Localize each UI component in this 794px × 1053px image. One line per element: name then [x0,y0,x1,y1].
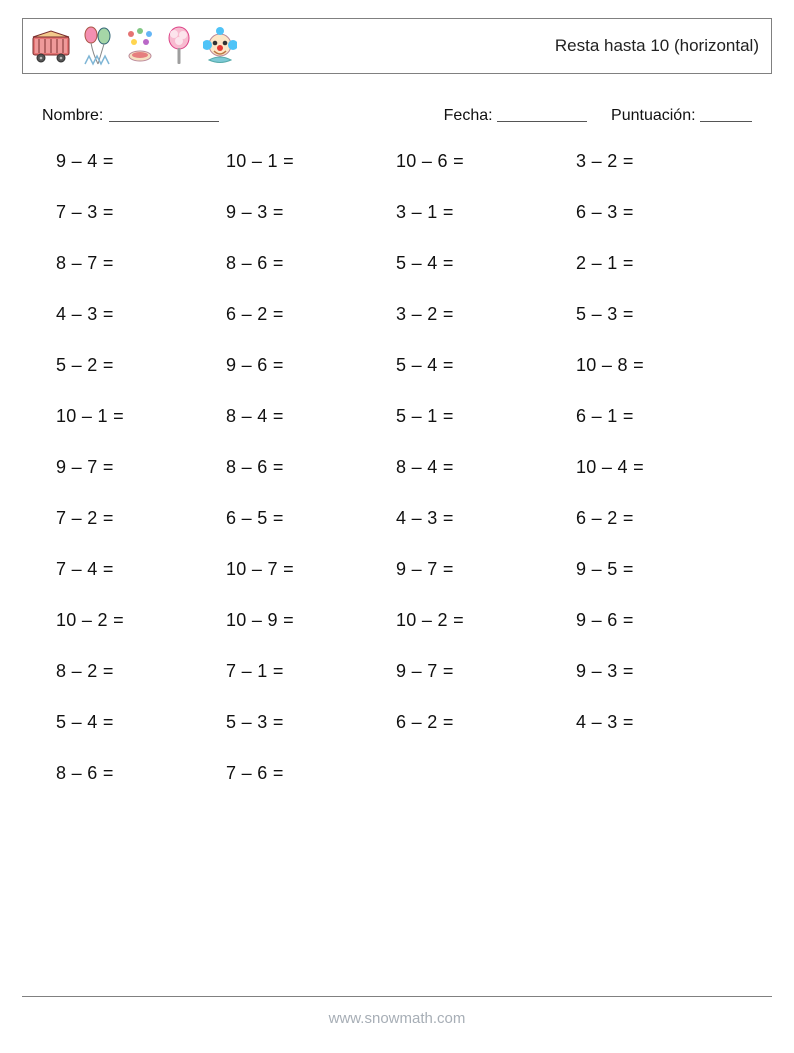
problem-row: 7 – 4 =10 – 7 =9 – 7 =9 – 5 = [56,559,758,580]
problem-cell: 8 – 4 = [396,457,576,478]
problem-cell: 9 – 3 = [576,661,758,682]
score-label: Puntuación: [611,107,696,124]
juggling-icon [125,28,155,64]
problem-cell: 9 – 3 = [226,202,396,223]
problem-cell: 9 – 6 = [576,610,758,631]
problem-cell: 3 – 1 = [396,202,576,223]
clown-icon [203,27,237,65]
problem-cell: 10 – 1 = [56,406,226,427]
footer-rule [22,996,772,997]
problem-cell: 5 – 4 = [56,712,226,733]
problem-cell: 8 – 6 = [226,457,396,478]
problem-cell: 3 – 2 = [576,151,758,172]
problem-row: 9 – 4 =10 – 1 =10 – 6 =3 – 2 = [56,151,758,172]
problem-cell: 5 – 3 = [576,304,758,325]
problem-row: 7 – 2 =6 – 5 =4 – 3 =6 – 2 = [56,508,758,529]
problem-cell: 7 – 1 = [226,661,396,682]
problem-cell: 6 – 3 = [576,202,758,223]
problem-cell: 10 – 7 = [226,559,396,580]
problem-row: 5 – 2 =9 – 6 =5 – 4 =10 – 8 = [56,355,758,376]
problem-cell: 5 – 3 = [226,712,396,733]
problem-cell: 4 – 3 = [56,304,226,325]
problem-cell: 4 – 3 = [396,508,576,529]
problem-cell: 10 – 8 = [576,355,758,376]
problem-cell: 6 – 2 = [226,304,396,325]
name-label: Nombre: [42,107,103,125]
problem-cell: 9 – 7 = [396,559,576,580]
problem-cell: 5 – 2 = [56,355,226,376]
problem-cell: 5 – 4 = [396,355,576,376]
problem-cell: 2 – 1 = [576,253,758,274]
train-icon [31,29,71,63]
footer-link[interactable]: www.snowmath.com [0,1010,794,1027]
problem-cell: 9 – 5 = [576,559,758,580]
problem-cell: 10 – 2 = [56,610,226,631]
problem-cell: 10 – 1 = [226,151,396,172]
date-blank[interactable] [497,104,587,122]
name-blank[interactable] [109,104,219,122]
meta-row: Nombre: Fecha: Puntuación: [42,102,752,125]
problem-cell: 9 – 7 = [56,457,226,478]
problem-cell: 8 – 6 = [56,763,226,784]
problem-cell: 5 – 4 = [396,253,576,274]
problem-row: 8 – 6 =7 – 6 = [56,763,758,784]
worksheet-title: Resta hasta 10 (horizontal) [555,36,759,56]
score-blank[interactable] [700,104,752,122]
problem-cell [396,763,576,784]
problem-cell: 9 – 7 = [396,661,576,682]
problem-row: 7 – 3 =9 – 3 =3 – 1 =6 – 3 = [56,202,758,223]
problem-cell: 10 – 4 = [576,457,758,478]
problem-cell: 3 – 2 = [396,304,576,325]
problem-cell [576,763,758,784]
problem-cell: 10 – 6 = [396,151,576,172]
problem-row: 9 – 7 =8 – 6 =8 – 4 =10 – 4 = [56,457,758,478]
problem-cell: 7 – 2 = [56,508,226,529]
problem-cell: 5 – 1 = [396,406,576,427]
date-label: Fecha: [444,107,493,124]
problem-row: 8 – 7 =8 – 6 =5 – 4 =2 – 1 = [56,253,758,274]
problem-cell: 7 – 4 = [56,559,226,580]
problem-cell: 4 – 3 = [576,712,758,733]
problem-cell: 9 – 4 = [56,151,226,172]
problem-cell: 6 – 2 = [576,508,758,529]
problem-cell: 6 – 1 = [576,406,758,427]
problem-cell: 7 – 6 = [226,763,396,784]
problem-cell: 6 – 5 = [226,508,396,529]
problem-cell: 8 – 6 = [226,253,396,274]
cotton-candy-icon [167,26,191,66]
problem-row: 8 – 2 =7 – 1 =9 – 7 =9 – 3 = [56,661,758,682]
problem-cell: 8 – 4 = [226,406,396,427]
balloons-icon [83,26,113,66]
problem-row: 4 – 3 =6 – 2 =3 – 2 =5 – 3 = [56,304,758,325]
problem-cell: 8 – 2 = [56,661,226,682]
problem-row: 5 – 4 =5 – 3 =6 – 2 =4 – 3 = [56,712,758,733]
problems-grid: 9 – 4 =10 – 1 =10 – 6 =3 – 2 =7 – 3 =9 –… [56,151,758,784]
problem-row: 10 – 1 =8 – 4 =5 – 1 =6 – 1 = [56,406,758,427]
problem-cell: 10 – 9 = [226,610,396,631]
problem-cell: 8 – 7 = [56,253,226,274]
problem-cell: 6 – 2 = [396,712,576,733]
problem-row: 10 – 2 =10 – 9 =10 – 2 =9 – 6 = [56,610,758,631]
icon-strip [31,19,237,73]
problem-cell: 10 – 2 = [396,610,576,631]
problem-cell: 9 – 6 = [226,355,396,376]
header-box: Resta hasta 10 (horizontal) [22,18,772,74]
problem-cell: 7 – 3 = [56,202,226,223]
